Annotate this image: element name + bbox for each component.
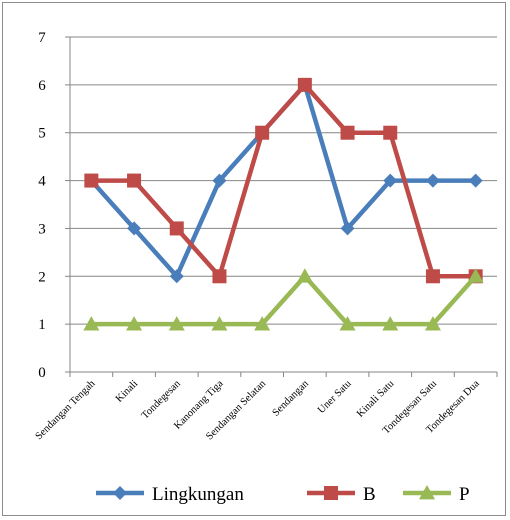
data-point-p-kinali-satu [382,316,399,331]
data-point-p-sendangan-selatan [254,316,271,331]
data-point-lingkungan-kinali [127,221,142,236]
legend-label-b: B [363,484,376,505]
legend-item-p: P [403,484,470,505]
data-point-p-sendangan [296,268,313,283]
data-point-p-tondegesan-satu [424,316,441,331]
data-point-b-kanonang-tiga [212,269,227,284]
data-point-b-sendangan-tengah [84,173,99,188]
legend-item-lingkungan: Lingkungan [96,484,244,505]
axes [65,36,498,377]
y-tick-label-7: 7 [38,30,46,46]
legend-label-p: P [459,484,470,505]
data-point-lingkungan-tondegesan-satu [425,173,440,188]
legend-item-b: B [307,484,376,505]
series-line-b [89,82,478,279]
data-point-p-kanonang-tiga [211,316,228,331]
data-point-b-sendangan-selatan [255,125,270,140]
data-point-p-tondegesan [168,316,185,331]
series-b [84,77,483,284]
data-point-b-tondegesan-satu [425,269,440,284]
data-point-lingkungan-kinali-satu [383,173,398,188]
data-point-lingkungan-tondegesan [169,269,184,284]
y-tick-label-2: 2 [38,269,46,285]
data-point-p-tondegesan-dua [467,268,484,283]
data-point-p-uner-satu [339,316,356,331]
data-point-p-kinali [126,316,143,331]
legend-marker-p [419,485,435,500]
data-point-lingkungan-uner-satu [340,221,355,236]
data-point-p-sendangan-tengah [83,316,100,331]
x-category-label-sendangan-tengah: Sendangan Tengah [34,378,98,442]
y-tick-label-1: 1 [38,317,46,333]
data-point-lingkungan-tondegesan-dua [468,173,483,188]
series-lines [83,77,484,331]
chart-frame [2,2,506,516]
data-point-b-kinali-satu [383,125,398,140]
data-point-b-tondegesan [169,221,184,236]
data-point-lingkungan-kanonang-tiga [212,173,227,188]
y-tick-label-0: 0 [38,365,46,381]
legend: Lingkungan B P [96,484,470,505]
y-tick-label-5: 5 [38,126,46,142]
data-point-b-kinali [127,173,142,188]
legend-marker-b [324,486,338,500]
series-line-p [89,274,478,327]
series-p [83,268,484,331]
x-category-label-kinali: Kinali [114,378,140,404]
x-category-label-uner-satu: Uner Satu [316,378,354,416]
y-tick-label-4: 4 [38,174,46,190]
x-category-label-kinali-satu: Kinali Satu [355,378,397,420]
x-category-label-tondegesan: Tondegesan [140,378,184,422]
y-axis-tick-labels: 0 1 2 3 4 5 6 7 [38,30,46,381]
data-point-b-uner-satu [340,125,355,140]
x-category-label-sendangan: Sendangan [271,378,312,419]
data-point-b-sendangan [297,77,312,92]
x-axis-category-labels: Sendangan Tengah Kinali TondegesanKanonang… [34,378,482,443]
legend-label-lingkungan: Lingkungan [152,484,244,505]
y-tick-label-3: 3 [38,221,46,237]
legend-marker-lingkungan [113,486,127,500]
y-tick-label-6: 6 [38,78,46,94]
